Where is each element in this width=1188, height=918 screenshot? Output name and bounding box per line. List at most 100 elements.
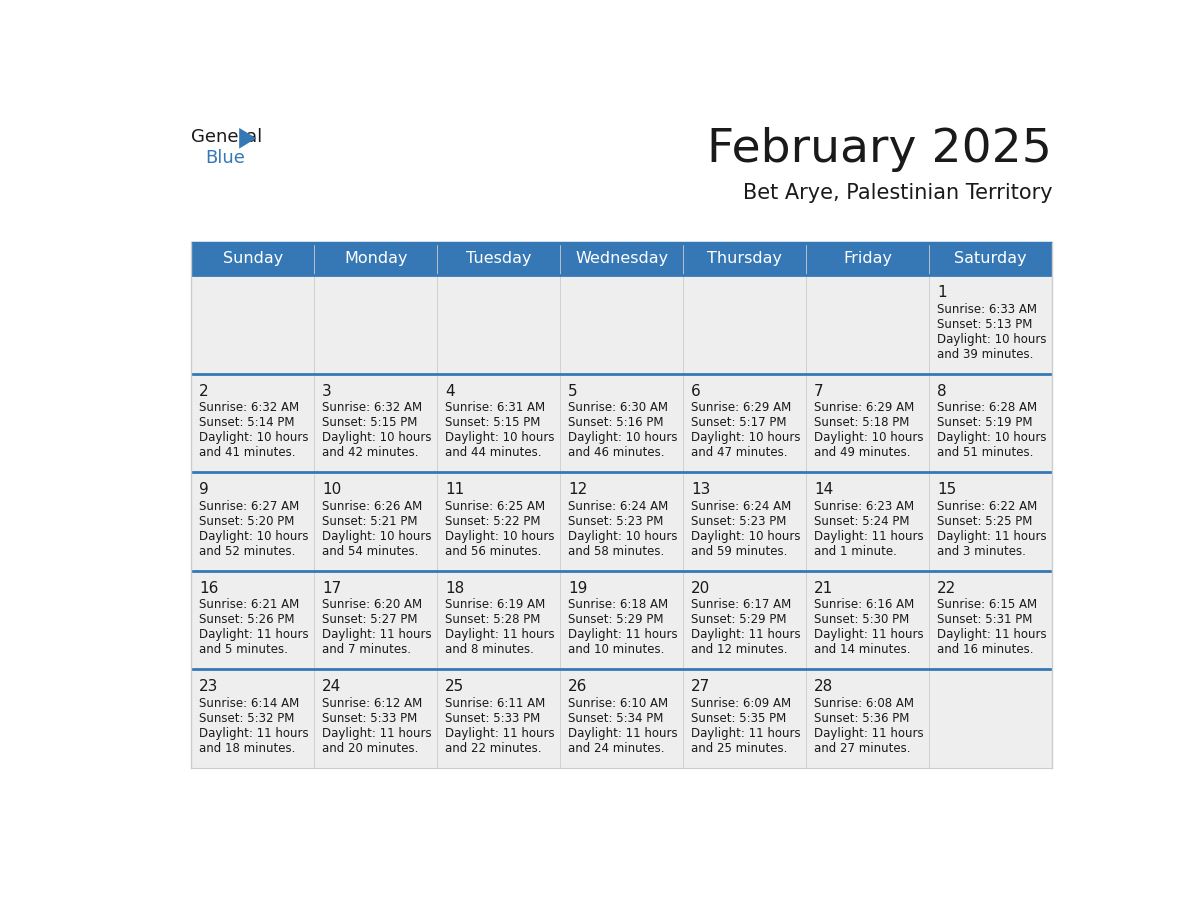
Text: Daylight: 11 hours: Daylight: 11 hours (198, 727, 309, 740)
Text: Sunset: 5:35 PM: Sunset: 5:35 PM (691, 712, 786, 725)
Text: Sunset: 5:19 PM: Sunset: 5:19 PM (937, 416, 1032, 430)
Text: Sunrise: 6:15 AM: Sunrise: 6:15 AM (937, 599, 1037, 611)
Text: Sunrise: 6:10 AM: Sunrise: 6:10 AM (568, 697, 668, 710)
Text: Sunrise: 6:11 AM: Sunrise: 6:11 AM (444, 697, 545, 710)
Text: and 27 minutes.: and 27 minutes. (814, 742, 910, 755)
Text: 12: 12 (568, 482, 587, 497)
Text: 22: 22 (937, 580, 956, 596)
Text: Thursday: Thursday (707, 252, 782, 266)
Text: Sunrise: 6:12 AM: Sunrise: 6:12 AM (322, 697, 422, 710)
Text: Sunset: 5:28 PM: Sunset: 5:28 PM (444, 613, 541, 626)
Text: Sunset: 5:31 PM: Sunset: 5:31 PM (937, 613, 1032, 626)
Text: Sunday: Sunday (222, 252, 283, 266)
Text: Daylight: 10 hours: Daylight: 10 hours (198, 530, 309, 543)
Text: and 44 minutes.: and 44 minutes. (444, 446, 542, 459)
Text: Sunset: 5:29 PM: Sunset: 5:29 PM (568, 613, 663, 626)
Text: 25: 25 (444, 679, 465, 694)
Text: Daylight: 10 hours: Daylight: 10 hours (322, 431, 431, 444)
Text: Daylight: 11 hours: Daylight: 11 hours (691, 628, 801, 642)
Text: and 47 minutes.: and 47 minutes. (691, 446, 788, 459)
Text: 19: 19 (568, 580, 587, 596)
Text: 21: 21 (814, 580, 833, 596)
Text: Sunrise: 6:31 AM: Sunrise: 6:31 AM (444, 401, 545, 414)
Text: February 2025: February 2025 (707, 127, 1053, 172)
Text: and 39 minutes.: and 39 minutes. (937, 348, 1034, 361)
Text: Daylight: 11 hours: Daylight: 11 hours (814, 628, 923, 642)
Bar (929, 669, 1053, 767)
Bar (807, 274, 929, 374)
Text: 20: 20 (691, 580, 710, 596)
Text: and 41 minutes.: and 41 minutes. (198, 446, 296, 459)
Text: Daylight: 10 hours: Daylight: 10 hours (198, 431, 309, 444)
Text: and 8 minutes.: and 8 minutes. (444, 644, 533, 656)
Text: and 24 minutes.: and 24 minutes. (568, 742, 664, 755)
Text: Sunset: 5:23 PM: Sunset: 5:23 PM (691, 515, 786, 528)
Text: Sunrise: 6:14 AM: Sunrise: 6:14 AM (198, 697, 299, 710)
Text: Blue: Blue (206, 149, 245, 167)
Text: Sunset: 5:34 PM: Sunset: 5:34 PM (568, 712, 663, 725)
Text: Sunrise: 6:24 AM: Sunrise: 6:24 AM (691, 499, 791, 513)
Bar (191, 374, 314, 472)
Text: 4: 4 (444, 384, 455, 398)
Text: Sunrise: 6:32 AM: Sunrise: 6:32 AM (198, 401, 299, 414)
Text: Sunset: 5:17 PM: Sunset: 5:17 PM (691, 416, 786, 430)
Bar (314, 374, 437, 472)
Text: Daylight: 10 hours: Daylight: 10 hours (322, 530, 431, 543)
Text: 11: 11 (444, 482, 465, 497)
Text: and 52 minutes.: and 52 minutes. (198, 544, 296, 558)
Text: 2: 2 (198, 384, 209, 398)
Text: and 3 minutes.: and 3 minutes. (937, 544, 1025, 558)
Text: Daylight: 11 hours: Daylight: 11 hours (198, 628, 309, 642)
Text: Daylight: 11 hours: Daylight: 11 hours (444, 628, 555, 642)
Text: Sunrise: 6:17 AM: Sunrise: 6:17 AM (691, 599, 791, 611)
Text: Sunset: 5:26 PM: Sunset: 5:26 PM (198, 613, 295, 626)
Text: Sunset: 5:22 PM: Sunset: 5:22 PM (444, 515, 541, 528)
Text: 3: 3 (322, 384, 331, 398)
Text: Bet Arye, Palestinian Territory: Bet Arye, Palestinian Territory (742, 184, 1053, 203)
Bar (314, 669, 437, 767)
Text: Sunrise: 6:32 AM: Sunrise: 6:32 AM (322, 401, 422, 414)
Text: and 22 minutes.: and 22 minutes. (444, 742, 542, 755)
Text: Sunrise: 6:33 AM: Sunrise: 6:33 AM (937, 303, 1037, 316)
Text: Sunrise: 6:08 AM: Sunrise: 6:08 AM (814, 697, 914, 710)
Text: Daylight: 11 hours: Daylight: 11 hours (937, 530, 1047, 543)
Text: Sunset: 5:27 PM: Sunset: 5:27 PM (322, 613, 417, 626)
Bar (683, 274, 807, 374)
Bar (314, 571, 437, 669)
Text: Sunrise: 6:19 AM: Sunrise: 6:19 AM (444, 599, 545, 611)
Text: Daylight: 11 hours: Daylight: 11 hours (814, 530, 923, 543)
Text: 13: 13 (691, 482, 710, 497)
Text: 15: 15 (937, 482, 956, 497)
Text: and 46 minutes.: and 46 minutes. (568, 446, 664, 459)
Text: 28: 28 (814, 679, 833, 694)
Bar (191, 472, 314, 571)
Bar (191, 242, 1053, 274)
Text: Daylight: 10 hours: Daylight: 10 hours (444, 431, 555, 444)
Text: 1: 1 (937, 285, 947, 300)
Text: Sunrise: 6:16 AM: Sunrise: 6:16 AM (814, 599, 914, 611)
Text: Sunset: 5:29 PM: Sunset: 5:29 PM (691, 613, 786, 626)
Text: and 59 minutes.: and 59 minutes. (691, 544, 788, 558)
Text: Sunrise: 6:29 AM: Sunrise: 6:29 AM (691, 401, 791, 414)
Bar (560, 472, 683, 571)
Bar (929, 374, 1053, 472)
Text: and 20 minutes.: and 20 minutes. (322, 742, 418, 755)
Bar (560, 571, 683, 669)
Text: 8: 8 (937, 384, 947, 398)
Text: Daylight: 11 hours: Daylight: 11 hours (322, 727, 431, 740)
Text: Friday: Friday (843, 252, 892, 266)
Text: Sunset: 5:36 PM: Sunset: 5:36 PM (814, 712, 909, 725)
Text: and 49 minutes.: and 49 minutes. (814, 446, 910, 459)
Bar (437, 571, 560, 669)
Bar (437, 274, 560, 374)
Bar (929, 472, 1053, 571)
Text: Sunrise: 6:28 AM: Sunrise: 6:28 AM (937, 401, 1037, 414)
Text: Daylight: 11 hours: Daylight: 11 hours (691, 727, 801, 740)
Text: Daylight: 10 hours: Daylight: 10 hours (691, 431, 801, 444)
Text: 6: 6 (691, 384, 701, 398)
Text: Monday: Monday (343, 252, 407, 266)
Bar (191, 274, 314, 374)
Text: Sunset: 5:23 PM: Sunset: 5:23 PM (568, 515, 663, 528)
Bar (807, 571, 929, 669)
Text: Daylight: 10 hours: Daylight: 10 hours (937, 332, 1047, 346)
